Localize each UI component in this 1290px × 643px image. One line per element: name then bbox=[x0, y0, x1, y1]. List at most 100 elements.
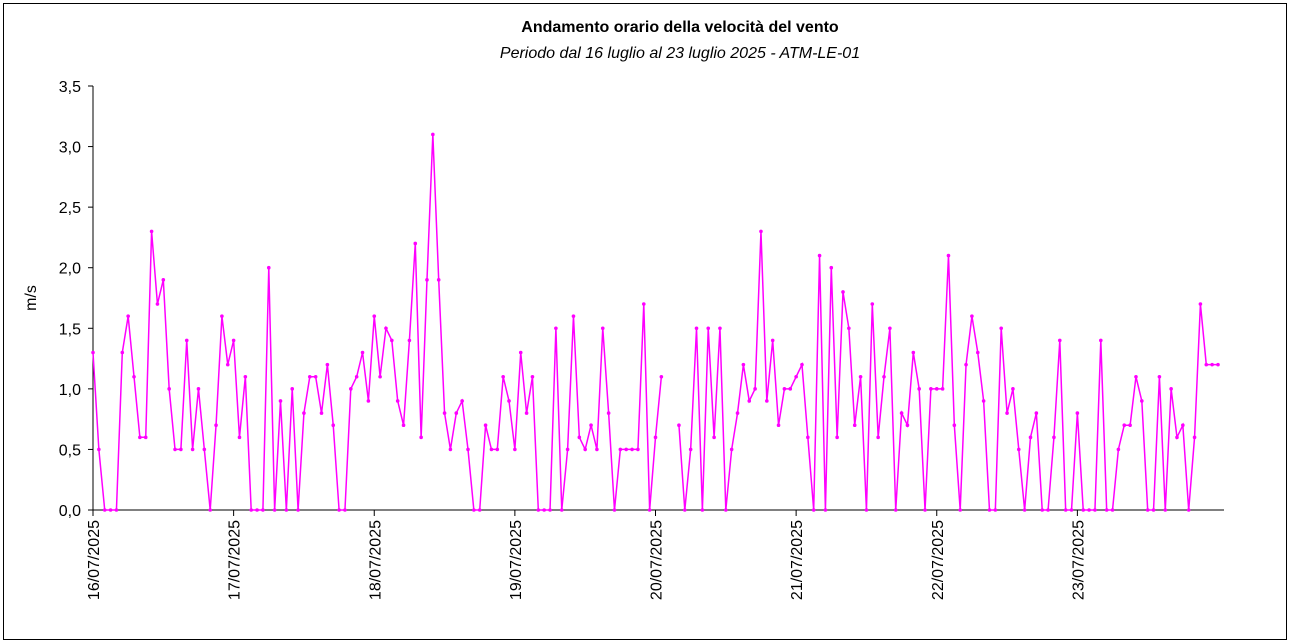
data-point bbox=[120, 350, 125, 355]
data-point bbox=[501, 374, 505, 379]
data-point bbox=[272, 508, 277, 512]
y-tick-label: 3,5 bbox=[59, 79, 81, 96]
data-point bbox=[641, 302, 646, 306]
data-point bbox=[477, 508, 482, 512]
data-point bbox=[817, 253, 822, 258]
data-point bbox=[366, 399, 371, 403]
chart-subtitle: Periodo dal 16 luglio al 23 luglio 2025 … bbox=[500, 45, 860, 62]
data-point bbox=[1005, 411, 1009, 415]
data-point bbox=[1069, 508, 1074, 512]
data-point bbox=[325, 362, 330, 367]
data-point bbox=[524, 411, 529, 415]
data-point bbox=[255, 508, 259, 512]
data-point bbox=[349, 387, 353, 391]
data-point bbox=[1210, 362, 1214, 367]
data-point bbox=[307, 374, 312, 379]
data-point bbox=[261, 508, 265, 512]
data-point bbox=[1204, 362, 1209, 367]
data-point bbox=[1116, 447, 1121, 452]
data-point bbox=[618, 447, 623, 452]
data-point bbox=[876, 435, 880, 440]
y-tick-label: 1,0 bbox=[59, 382, 81, 399]
data-point bbox=[1016, 447, 1021, 452]
data-point bbox=[981, 399, 986, 403]
data-point bbox=[384, 326, 388, 331]
data-point bbox=[934, 387, 939, 391]
data-point bbox=[1104, 508, 1109, 512]
data-point bbox=[395, 399, 400, 403]
data-point bbox=[694, 326, 699, 331]
data-point bbox=[759, 229, 763, 234]
data-point bbox=[1181, 423, 1185, 428]
data-point bbox=[677, 423, 681, 428]
data-point bbox=[788, 387, 793, 391]
data-point bbox=[712, 435, 716, 440]
data-point bbox=[173, 447, 177, 452]
data-point bbox=[706, 326, 711, 331]
x-tick-label: 21/07/2025 bbox=[789, 520, 806, 600]
data-point bbox=[782, 387, 787, 391]
data-point bbox=[1081, 508, 1086, 512]
data-point bbox=[184, 338, 189, 343]
data-point bbox=[946, 253, 951, 258]
data-point bbox=[442, 411, 447, 415]
data-point bbox=[466, 447, 470, 452]
data-point bbox=[114, 508, 119, 512]
data-point bbox=[682, 508, 687, 512]
y-tick-label: 3,0 bbox=[59, 140, 81, 157]
data-point bbox=[958, 508, 962, 512]
data-point bbox=[278, 399, 283, 403]
data-point bbox=[138, 435, 142, 440]
data-point bbox=[571, 314, 576, 318]
data-point bbox=[360, 350, 365, 355]
data-point bbox=[829, 265, 834, 270]
data-point bbox=[542, 508, 546, 512]
data-point bbox=[390, 338, 394, 343]
data-point bbox=[589, 423, 593, 428]
data-point bbox=[102, 508, 107, 512]
data-point bbox=[905, 423, 910, 428]
data-point bbox=[419, 435, 423, 440]
data-point bbox=[1198, 302, 1203, 306]
data-point bbox=[167, 387, 171, 391]
data-point bbox=[513, 447, 517, 452]
data-point bbox=[1110, 508, 1115, 512]
data-point bbox=[1151, 508, 1156, 512]
data-point bbox=[448, 447, 453, 452]
data-point bbox=[724, 508, 728, 512]
data-point bbox=[161, 278, 166, 282]
data-point bbox=[1022, 508, 1027, 512]
data-point bbox=[1052, 435, 1056, 440]
data-point bbox=[1128, 423, 1132, 428]
data-point bbox=[208, 508, 212, 512]
data-point bbox=[811, 508, 816, 512]
data-point bbox=[864, 508, 869, 512]
data-point bbox=[190, 447, 195, 452]
data-point bbox=[735, 411, 740, 415]
chart-title: Andamento orario della velocità del vent… bbox=[521, 19, 839, 36]
data-point bbox=[290, 387, 295, 391]
data-point bbox=[1087, 508, 1091, 512]
data-point bbox=[770, 338, 775, 343]
data-point bbox=[202, 447, 207, 452]
data-point bbox=[1122, 423, 1127, 428]
data-point bbox=[554, 326, 558, 331]
data-point bbox=[630, 447, 634, 452]
data-point bbox=[776, 423, 781, 428]
data-point bbox=[741, 362, 746, 367]
data-point bbox=[841, 290, 845, 294]
data-point bbox=[536, 508, 541, 512]
data-point bbox=[337, 508, 341, 512]
data-point bbox=[1169, 387, 1173, 391]
data-point bbox=[747, 399, 752, 403]
data-point bbox=[431, 132, 435, 137]
data-point bbox=[284, 508, 289, 512]
data-point bbox=[196, 387, 201, 391]
data-point bbox=[1046, 508, 1050, 512]
data-point bbox=[729, 447, 734, 452]
data-point bbox=[530, 374, 535, 379]
x-tick-label: 20/07/2025 bbox=[649, 520, 666, 600]
data-point bbox=[407, 338, 412, 343]
